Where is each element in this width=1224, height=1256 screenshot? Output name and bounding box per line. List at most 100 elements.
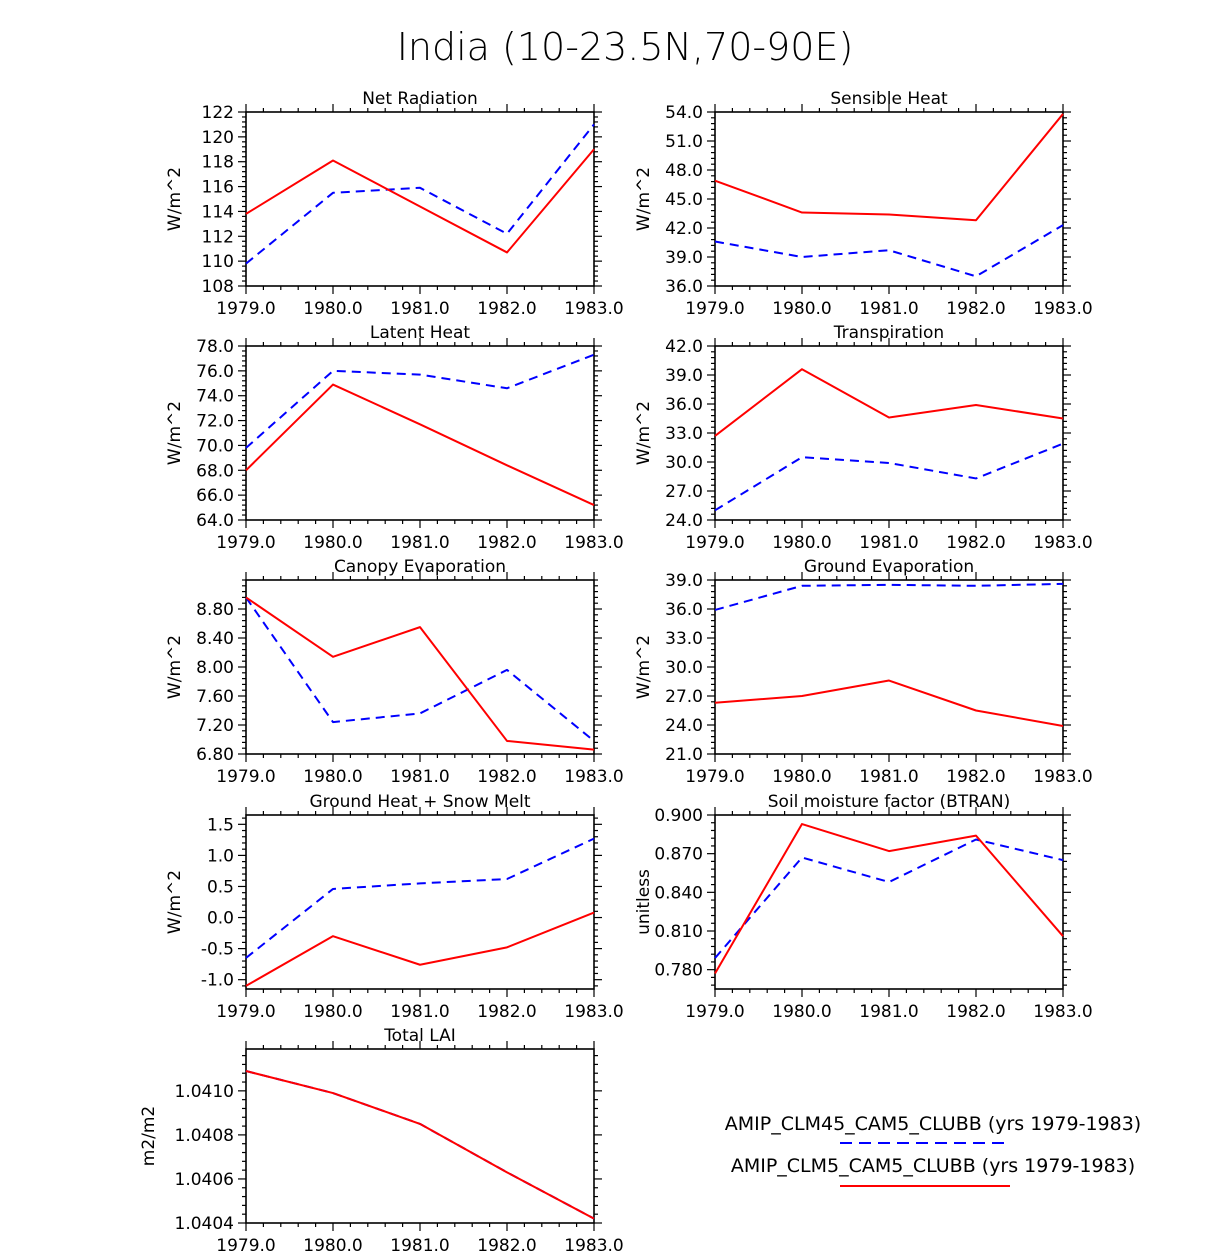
x-tick-label: 1983.0: [564, 533, 623, 553]
y-tick-label: 6.80: [196, 745, 234, 765]
panel-9: 1979.0 1980.0 1981.0 1982.0 1983.0 1.0404 1.04…: [139, 1026, 624, 1256]
y-tick-label: 24.0: [665, 511, 703, 531]
series-line-clm5: [245, 911, 595, 987]
y-tick-label: 42.0: [665, 219, 703, 239]
x-tick-label: 1979.0: [685, 767, 744, 787]
x-tick-label: 1980.0: [303, 533, 362, 553]
legend: AMIP_CLM45_CAM5_CLUBB (yrs 1979-1983) AM…: [725, 1113, 1141, 1187]
x-tick-label: 1979.0: [216, 299, 275, 319]
y-tick-label: 0.840: [654, 883, 703, 903]
plot-frame: [245, 814, 595, 990]
series-line-clm5: [714, 113, 1064, 222]
x-tick-label: 1983.0: [564, 1236, 623, 1256]
series-line-clm45: [714, 582, 1064, 611]
y-tick-label: 1.5: [207, 815, 234, 835]
panel-title: Soil moisture factor (BTRAN): [768, 792, 1011, 812]
series-line-clm5: [245, 1070, 595, 1220]
panel-4: 1979.0 1980.0 1981.0 1982.0 1983.0 24.0 27.0 30…: [634, 323, 1093, 553]
y-tick-label: 70.0: [196, 436, 234, 456]
y-tick-label: 8.00: [196, 658, 234, 678]
series-line-clm5: [245, 148, 595, 254]
y-axis-label: W/m^2: [165, 401, 185, 465]
x-tick-label: 1980.0: [772, 1002, 831, 1022]
series-line-clm5: [245, 383, 595, 506]
x-tick-label: 1981.0: [859, 533, 918, 553]
y-tick-label: 72.0: [196, 412, 234, 432]
y-tick-label: 36.0: [665, 277, 703, 297]
series-line-clm5: [245, 596, 595, 751]
panel-title: Transpiration: [833, 323, 944, 343]
y-tick-label: 54.0: [665, 103, 703, 123]
x-tick-label: 1980.0: [772, 299, 831, 319]
y-tick-label: 0.870: [654, 845, 703, 865]
x-tick-label: 1982.0: [477, 1002, 536, 1022]
y-tick-label: 33.0: [665, 424, 703, 444]
x-tick-label: 1981.0: [390, 533, 449, 553]
y-tick-label: 30.0: [665, 658, 703, 678]
panel-8: 1979.0 1980.0 1981.0 1982.0 1983.0 0.780 0.810…: [634, 792, 1093, 1022]
series-line-clm5: [714, 679, 1064, 727]
y-axis-label: W/m^2: [165, 635, 185, 699]
y-tick-label: 27.0: [665, 482, 703, 502]
y-tick-label: 0.900: [654, 806, 703, 826]
figure-title: India (10-23.5N,70-90E): [397, 25, 854, 69]
x-tick-label: 1982.0: [946, 1002, 1005, 1022]
x-tick-label: 1979.0: [216, 533, 275, 553]
x-tick-label: 1981.0: [390, 767, 449, 787]
y-axis-label: W/m^2: [634, 635, 654, 699]
y-tick-label: -0.5: [201, 940, 234, 960]
panel-title: Ground Evaporation: [804, 557, 974, 577]
series-line-clm45: [245, 1070, 595, 1220]
y-tick-label: 21.0: [665, 745, 703, 765]
x-tick-label: 1981.0: [390, 299, 449, 319]
plot-frame: [714, 814, 1064, 990]
y-axis-label: W/m^2: [165, 167, 185, 231]
x-tick-label: 1980.0: [772, 767, 831, 787]
y-tick-label: 42.0: [665, 337, 703, 357]
series-line-clm45: [245, 837, 595, 959]
x-tick-label: 1983.0: [564, 1002, 623, 1022]
y-tick-label: 1.0408: [175, 1126, 234, 1146]
series-line-clm45: [714, 442, 1064, 512]
y-tick-label: 27.0: [665, 687, 703, 707]
plot-frame: [245, 1048, 595, 1224]
x-tick-label: 1980.0: [303, 1236, 362, 1256]
panel-title: Net Radiation: [362, 89, 478, 109]
y-axis-label: m2/m2: [139, 1106, 159, 1166]
series-line-clm45: [245, 596, 595, 742]
y-axis-label: W/m^2: [634, 167, 654, 231]
plot-frame: [714, 345, 1064, 521]
y-tick-label: -1.0: [201, 971, 234, 991]
panel-3: 1979.0 1980.0 1981.0 1982.0 1983.0 64.0 66.0 68…: [165, 323, 624, 553]
y-tick-label: 74.0: [196, 387, 234, 407]
y-tick-label: 108: [202, 277, 234, 297]
x-tick-label: 1983.0: [1033, 533, 1092, 553]
legend-label-clm5: AMIP_CLM5_CAM5_CLUBB (yrs 1979-1983): [731, 1155, 1135, 1177]
y-tick-label: 39.0: [665, 571, 703, 591]
x-tick-label: 1982.0: [477, 533, 536, 553]
y-tick-label: 0.5: [207, 877, 234, 897]
panel-title: Canopy Evaporation: [334, 557, 506, 577]
y-tick-label: 1.0410: [175, 1082, 234, 1102]
y-tick-label: 51.0: [665, 132, 703, 152]
series-line-clm45: [245, 353, 595, 449]
x-tick-label: 1982.0: [477, 299, 536, 319]
x-tick-label: 1979.0: [685, 533, 744, 553]
x-tick-label: 1980.0: [303, 299, 362, 319]
x-tick-label: 1982.0: [477, 767, 536, 787]
y-tick-label: 1.0: [207, 846, 234, 866]
y-tick-label: 8.80: [196, 600, 234, 620]
y-tick-label: 36.0: [665, 600, 703, 620]
series-line-clm45: [714, 838, 1064, 959]
y-tick-label: 39.0: [665, 366, 703, 386]
panel-1: 1979.0 1980.0 1981.0 1982.0 1983.0 108 110 112 1…: [165, 89, 624, 319]
x-tick-label: 1981.0: [859, 767, 918, 787]
x-tick-label: 1980.0: [772, 533, 831, 553]
y-tick-label: 120: [202, 128, 234, 148]
y-tick-label: 110: [202, 252, 234, 272]
y-tick-label: 0.0: [207, 909, 234, 929]
y-tick-label: 116: [202, 178, 234, 198]
y-tick-label: 7.20: [196, 716, 234, 736]
x-tick-label: 1979.0: [685, 299, 744, 319]
